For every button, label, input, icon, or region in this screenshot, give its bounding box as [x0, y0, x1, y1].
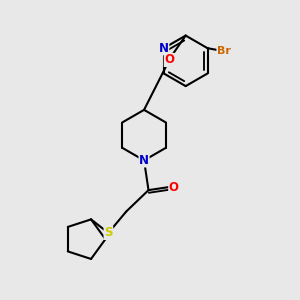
Text: S: S — [104, 226, 112, 239]
Text: Br: Br — [217, 46, 231, 56]
Text: O: O — [164, 53, 174, 66]
Text: N: N — [139, 154, 149, 167]
Text: O: O — [169, 181, 179, 194]
Text: N: N — [159, 42, 169, 55]
